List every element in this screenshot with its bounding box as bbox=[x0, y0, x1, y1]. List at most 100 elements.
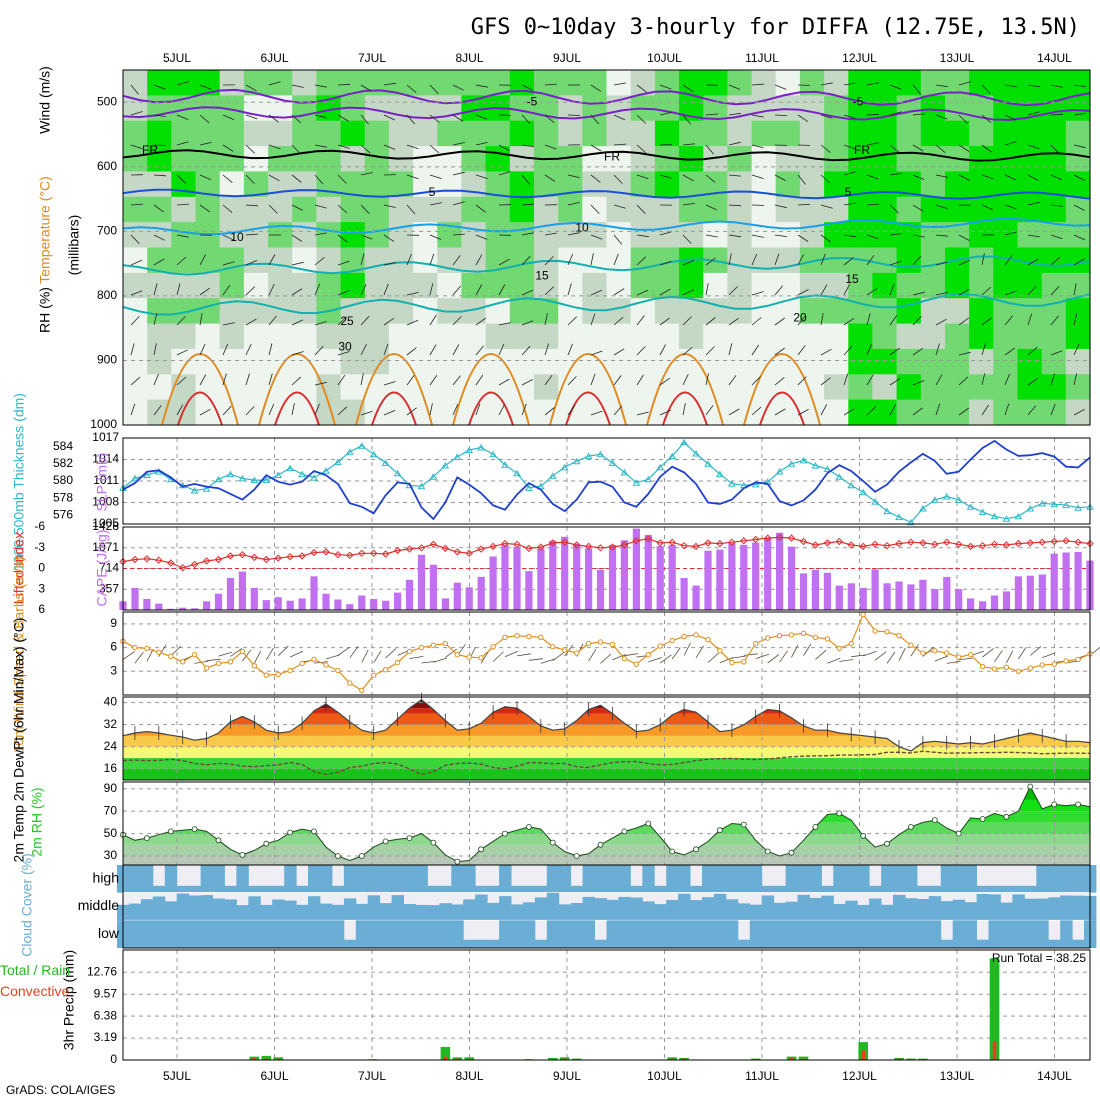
wind-barb bbox=[912, 255, 922, 266]
cape-bar bbox=[358, 595, 366, 610]
rh-cell bbox=[920, 298, 946, 325]
wind-barb bbox=[613, 253, 619, 266]
pressure-tick-label: 1000 bbox=[90, 417, 117, 431]
wind-barb bbox=[705, 257, 716, 266]
wind-speed-marker bbox=[526, 633, 532, 640]
wind-barb bbox=[268, 403, 275, 416]
wind-barb bbox=[130, 316, 140, 326]
wind-barb bbox=[222, 234, 234, 241]
rh-cell bbox=[437, 272, 463, 299]
cloud-cell bbox=[893, 894, 906, 921]
wind-speed-marker bbox=[920, 650, 926, 656]
wind-barb bbox=[682, 374, 689, 386]
rh-cell bbox=[824, 171, 849, 198]
rh-cell bbox=[679, 120, 704, 147]
rh-cell bbox=[413, 323, 438, 350]
wind-barb bbox=[361, 649, 369, 663]
cloud-cell bbox=[725, 899, 739, 921]
wind-barb bbox=[1073, 409, 1085, 416]
cloud-cell bbox=[964, 902, 977, 921]
rh-marker bbox=[812, 824, 819, 830]
wind-barb bbox=[705, 174, 716, 183]
thickness-marker bbox=[393, 469, 402, 477]
wind-barb bbox=[636, 315, 645, 326]
cloud-cell bbox=[188, 920, 202, 948]
thickness-marker bbox=[214, 475, 223, 483]
wind-barb bbox=[1018, 647, 1027, 660]
cloud-cell bbox=[272, 899, 285, 921]
rh-cell bbox=[824, 323, 849, 350]
wind-barb bbox=[898, 648, 906, 661]
cloud-cell bbox=[522, 920, 536, 948]
rh-cell bbox=[268, 323, 293, 350]
wind-barb bbox=[314, 204, 327, 209]
cape-bar bbox=[429, 564, 437, 610]
lifted-cape-frame bbox=[122, 526, 1091, 611]
thickness-marker bbox=[190, 487, 199, 494]
rh-cell bbox=[437, 171, 463, 198]
isotherm-label: FR bbox=[854, 143, 870, 157]
rh-cell bbox=[679, 171, 704, 198]
cloud-cell bbox=[499, 896, 512, 921]
rh-cell bbox=[630, 399, 656, 426]
lifted-marker bbox=[895, 539, 903, 548]
rh-cell bbox=[654, 298, 680, 325]
thickness-marker bbox=[632, 479, 641, 486]
cloud-cell bbox=[725, 920, 739, 948]
rh-cell bbox=[413, 272, 438, 299]
cape-bar bbox=[382, 600, 390, 610]
rh-cell bbox=[703, 323, 728, 350]
rh-cell bbox=[388, 196, 414, 223]
rh-marker bbox=[955, 830, 962, 837]
isotherm-line bbox=[122, 88, 1091, 107]
lifted-marker bbox=[525, 544, 533, 553]
rh-marker bbox=[597, 841, 604, 848]
isotherm-label: 15 bbox=[535, 269, 549, 283]
cloud-cell bbox=[1036, 920, 1049, 948]
rh-cell bbox=[969, 399, 994, 426]
cloud-cell bbox=[905, 920, 918, 948]
wind-barb bbox=[767, 654, 780, 664]
wind-barb bbox=[774, 114, 788, 116]
wind-barb bbox=[751, 376, 761, 386]
rh-cell bbox=[1065, 120, 1091, 147]
wind-barb bbox=[1073, 144, 1086, 149]
cloud-cell bbox=[785, 901, 798, 921]
lifted-marker bbox=[393, 546, 402, 555]
rh-cell bbox=[920, 374, 946, 401]
wind-barb bbox=[567, 376, 577, 386]
wind-speed-marker bbox=[621, 655, 628, 662]
wind-barb bbox=[636, 374, 644, 386]
thickness-marker bbox=[1050, 500, 1059, 508]
rh-cell bbox=[1041, 247, 1067, 274]
lifted-marker bbox=[477, 545, 485, 553]
wind-barb bbox=[751, 344, 760, 356]
lifted-marker bbox=[883, 541, 891, 550]
isotherm-line bbox=[122, 188, 1091, 200]
credit-text: GrADS: COLA/IGES bbox=[6, 1083, 115, 1097]
cloud-cell bbox=[403, 904, 416, 921]
cloud-cell bbox=[845, 920, 858, 948]
cloud-cell bbox=[176, 893, 190, 921]
wind-barb bbox=[935, 84, 948, 88]
wind-barb bbox=[774, 204, 787, 209]
wind-barb bbox=[981, 114, 992, 124]
wind-barb bbox=[1073, 373, 1078, 386]
cape-bar bbox=[334, 599, 342, 610]
cloud-cell bbox=[367, 865, 381, 893]
wind-barb bbox=[659, 344, 667, 356]
wind-speed-marker bbox=[156, 649, 162, 655]
rh-cell bbox=[461, 247, 487, 274]
thickness-marker bbox=[417, 482, 426, 490]
wind-barb bbox=[130, 259, 143, 266]
cloud-cell bbox=[534, 885, 548, 893]
wind-barb bbox=[1030, 646, 1042, 656]
wind-barb bbox=[600, 653, 612, 664]
cloud-cell bbox=[1000, 885, 1013, 893]
temp-tick-label: 40 bbox=[104, 695, 118, 709]
rh-cell bbox=[123, 348, 148, 375]
wind-barb bbox=[820, 253, 826, 266]
wind-barb bbox=[751, 291, 764, 296]
rh-cell bbox=[461, 348, 487, 375]
